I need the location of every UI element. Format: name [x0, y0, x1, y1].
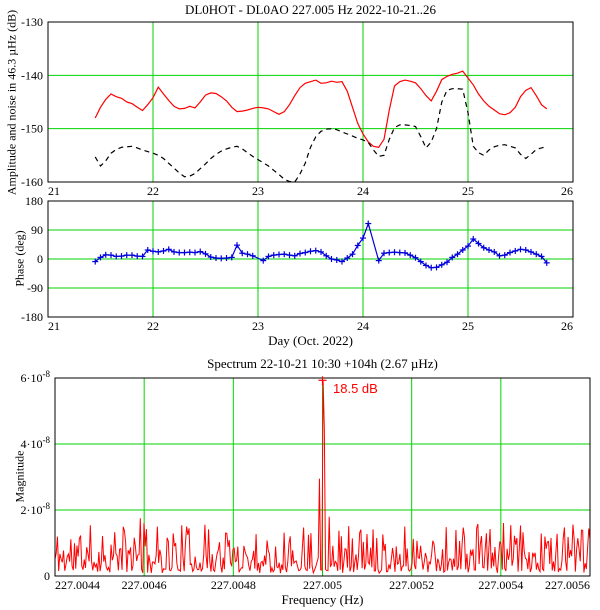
grid-lines	[48, 22, 573, 182]
x-tick-labels: 227.0044 227.0046 227.0048 227.005 227.0052 2…	[55, 578, 590, 592]
svg-text:0: 0	[37, 252, 43, 266]
y-tick-labels: 180 90 0 -90 -180	[21, 194, 43, 324]
svg-text:24: 24	[357, 319, 369, 333]
svg-text:227.0044: 227.0044	[55, 578, 100, 592]
chart-0: 21 22 23 24 25 26 -130 -140 -150 -160	[21, 15, 574, 198]
svg-text:26: 26	[561, 319, 573, 333]
spectrum-chart-title: Spectrum 22-10-21 10:30 +104h (2.67 µHz)	[207, 356, 438, 371]
svg-text:23: 23	[252, 184, 264, 198]
svg-text:227.0052: 227.0052	[389, 578, 434, 592]
svg-text:227.0046: 227.0046	[122, 578, 167, 592]
svg-text:-160: -160	[21, 175, 43, 189]
svg-text:22: 22	[147, 184, 159, 198]
chart-2: 227.0044 227.0046 227.0048 227.005 227.0052 2…	[21, 369, 591, 592]
plot-border	[47, 200, 574, 318]
svg-text:-90: -90	[27, 281, 43, 295]
grid-lines	[48, 201, 573, 317]
svg-text:227.0056: 227.0056	[545, 578, 590, 592]
amplitude-y-axis-label: Amplitude and noise in 46.3 µHz (dB)	[4, 9, 19, 196]
svg-text:227.005: 227.005	[303, 578, 342, 592]
magnitude-y-axis-label: Magnitude	[12, 450, 27, 503]
svg-text:90: 90	[31, 223, 43, 237]
phase-markers	[92, 220, 550, 271]
amplitude-chart-title: DL0HOT - DL0AO 227.005 Hz 2022-10-21..26	[184, 2, 437, 17]
spectrum-trace	[54, 381, 591, 575]
svg-text:-150: -150	[21, 122, 43, 136]
peak-marker-icon	[318, 376, 327, 386]
y-tick-labels: -130 -140 -150 -160	[21, 15, 43, 189]
svg-text:25: 25	[462, 319, 474, 333]
x-tick-labels: 21 22 23 24 25 26	[48, 184, 573, 198]
frequency-x-axis-label: Frequency (Hz)	[281, 592, 364, 607]
peak-db-annotation: 18.5 dB	[333, 381, 378, 396]
phase-y-axis-label: Phase (deg)	[12, 230, 27, 287]
svg-text:0: 0	[44, 569, 50, 583]
svg-text:23: 23	[252, 319, 264, 333]
svg-text:-130: -130	[21, 15, 43, 29]
noise-trace	[94, 88, 547, 183]
svg-text:26: 26	[561, 184, 573, 198]
x-tick-labels: 21 22 23 24 25 26	[48, 319, 573, 333]
svg-text:21: 21	[48, 319, 60, 333]
svg-text:25: 25	[462, 184, 474, 198]
svg-text:227.0048: 227.0048	[211, 578, 256, 592]
chart-1: 21 22 23 24 25 26 180 90 0 -90 -180	[21, 194, 574, 333]
svg-text:21: 21	[48, 184, 60, 198]
svg-text:180: 180	[25, 194, 43, 208]
svg-text:22: 22	[147, 319, 159, 333]
day-x-axis-label: Day (Oct. 2022)	[268, 333, 353, 348]
plot-border	[47, 21, 574, 183]
svg-text:24: 24	[357, 184, 369, 198]
svg-text:-140: -140	[21, 68, 43, 82]
svg-text:227.0054: 227.0054	[478, 578, 523, 592]
svg-text:-180: -180	[21, 310, 43, 324]
amplitude-trace	[94, 70, 548, 148]
svg-text:6·10-8: 6·10-8	[21, 369, 51, 385]
